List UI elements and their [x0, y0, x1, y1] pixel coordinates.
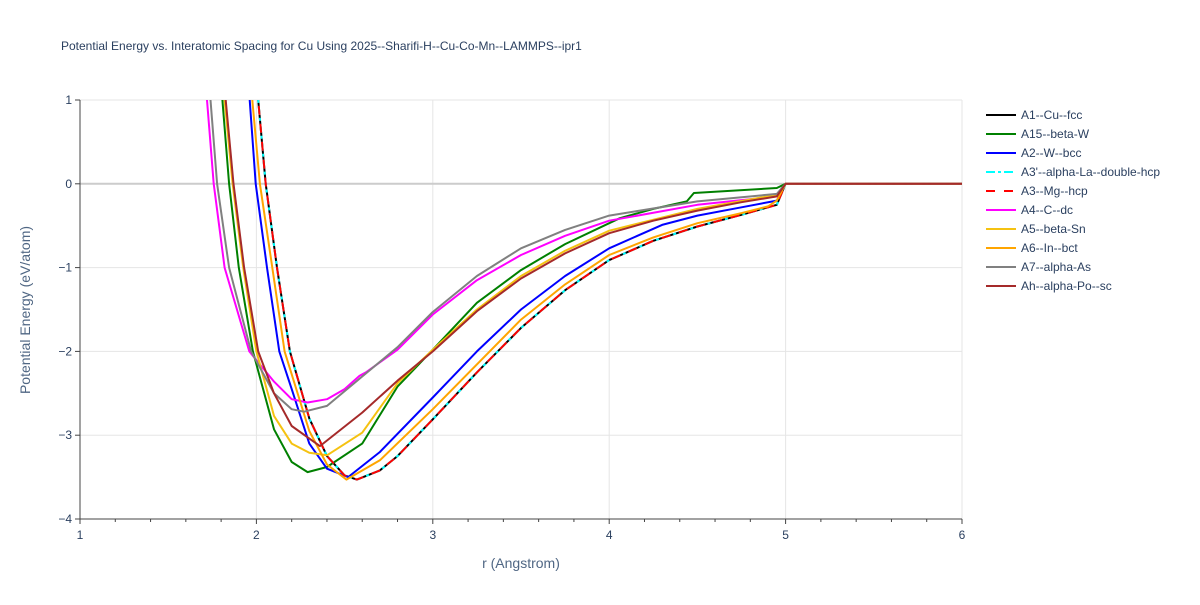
legend-label: A3--Mg--hcp: [1021, 184, 1088, 198]
series-line-a2-w-bcc: [248, 100, 962, 479]
series-line-a3-alpha-la-double-hcp: [257, 100, 962, 481]
x-tick-label: 6: [959, 528, 966, 542]
legend-item-a3-mg-hcp[interactable]: A3--Mg--hcp: [986, 184, 1088, 198]
legend-label: A2--W--bcc: [1021, 146, 1081, 160]
series-line-a6-in-bct: [251, 100, 962, 481]
series-line-a5-beta-sn: [223, 100, 962, 457]
x-tick-label: 5: [782, 528, 789, 542]
series-line-a7-alpha-as: [209, 100, 962, 413]
legend-label: Ah--alpha-Po--sc: [1021, 279, 1112, 293]
x-tick-label: 2: [253, 528, 260, 542]
legend-label: A1--Cu--fcc: [1021, 108, 1082, 122]
legend-item-a7-alpha-as[interactable]: A7--alpha-As: [986, 260, 1091, 274]
legend-item-a2-w-bcc[interactable]: A2--W--bcc: [986, 146, 1081, 160]
legend-item-a6-in-bct[interactable]: A6--In--bct: [986, 241, 1078, 255]
legend: A1--Cu--fcc A15--beta-W A2--W--bcc A3'--alp…: [986, 108, 1160, 293]
legend-label: A15--beta-W: [1021, 127, 1090, 141]
axes: 1 2 3 4 5 6 1 0 −1 −2 −3 −4: [58, 93, 965, 542]
series-lines: [205, 100, 962, 481]
y-tick-label: −4: [58, 512, 72, 526]
legend-item-a4-c-dc[interactable]: A4--C--dc: [986, 203, 1073, 217]
x-tick-label: 3: [429, 528, 436, 542]
legend-label: A4--C--dc: [1021, 203, 1073, 217]
y-tick-label: −2: [58, 344, 72, 358]
legend-item-a5-beta-sn[interactable]: A5--beta-Sn: [986, 222, 1086, 236]
y-tick-label: −1: [58, 261, 72, 275]
chart-title: Potential Energy vs. Interatomic Spacing…: [61, 39, 582, 53]
legend-label: A6--In--bct: [1021, 241, 1078, 255]
x-axis-label: r (Angstrom): [482, 555, 560, 571]
y-tick-label: −3: [58, 428, 72, 442]
series-line-a4-c-dc: [205, 100, 962, 404]
legend-item-ah-alpha-po-sc[interactable]: Ah--alpha-Po--sc: [986, 279, 1112, 293]
y-tick-label: 0: [65, 177, 72, 191]
series-line-a1-cu-fcc: [257, 100, 962, 481]
y-axis-label: Potential Energy (eV/atom): [17, 226, 33, 394]
legend-item-a3-alpha-la-double-hcp[interactable]: A3'--alpha-La--double-hcp: [986, 165, 1160, 179]
legend-label: A3'--alpha-La--double-hcp: [1021, 165, 1160, 179]
x-tick-label: 4: [606, 528, 613, 542]
series-line-a3-mg-hcp: [257, 100, 962, 481]
legend-item-a1-cu-fcc[interactable]: A1--Cu--fcc: [986, 108, 1082, 122]
legend-label: A5--beta-Sn: [1021, 222, 1086, 236]
series-line-ah-alpha-po-sc: [224, 100, 962, 448]
x-tick-label: 1: [77, 528, 84, 542]
y-tick-label: 1: [65, 93, 72, 107]
legend-label: A7--alpha-As: [1021, 260, 1091, 274]
legend-item-a15-beta-w[interactable]: A15--beta-W: [986, 127, 1090, 141]
